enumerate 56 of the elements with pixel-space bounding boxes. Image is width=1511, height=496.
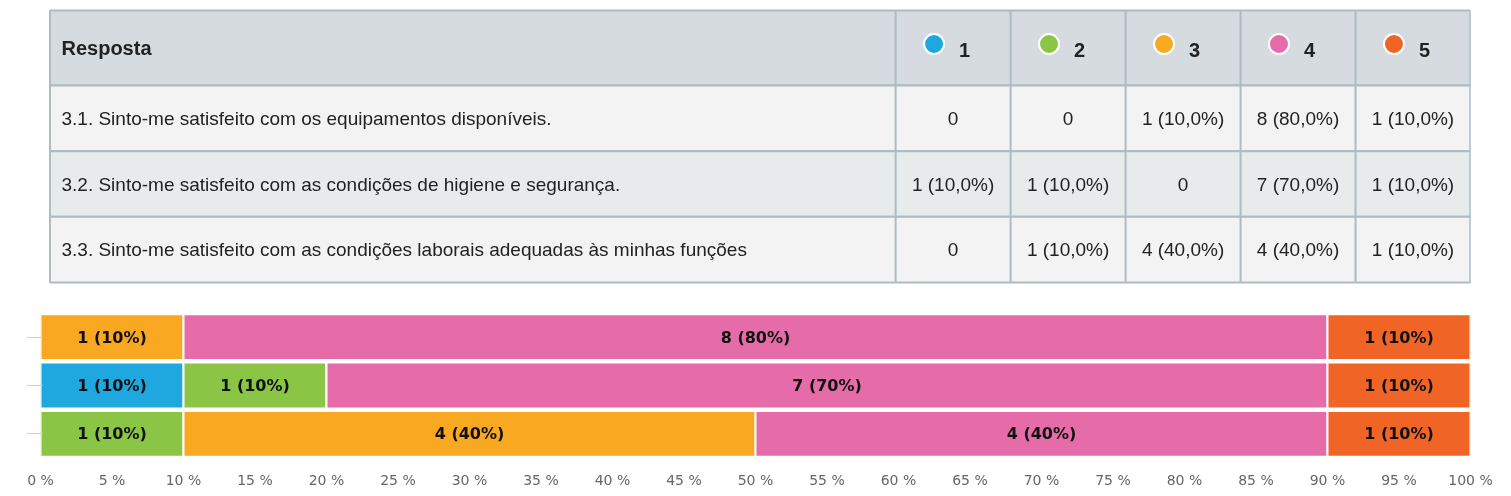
text: 7 (70,0%)	[1256, 173, 1340, 195]
data-label: 1 (10%)	[77, 424, 147, 444]
x-tick-label: 100 %	[1448, 471, 1493, 488]
legend-label: 2	[1073, 39, 1086, 61]
text: 1 (10,0%)	[1026, 173, 1110, 195]
x-tick-label: 80 %	[1166, 471, 1203, 488]
x-tick-label: 50 %	[737, 471, 774, 488]
text: 0	[947, 239, 959, 261]
legend-label: 3	[1188, 39, 1201, 61]
text: 0	[1177, 173, 1189, 195]
x-tick-label: 55 %	[809, 471, 845, 488]
legend-label: 4	[1303, 39, 1316, 61]
data-label: 1 (10%)	[1364, 424, 1434, 444]
data-label: 4 (40%)	[434, 424, 505, 444]
x-tick-label: 25 %	[380, 471, 416, 488]
text: 3.1. Sinto-me satisfeito com os equipamentos disponíveis.	[61, 107, 552, 129]
data-label: 1 (10%)	[77, 327, 147, 347]
data-label: 1 (10%)	[1364, 327, 1434, 347]
x-tick-label: 60 %	[880, 471, 917, 488]
data-label: 1 (10%)	[220, 376, 290, 395]
text: 4 (40,0%)	[1141, 239, 1225, 261]
text: 1 (10,0%)	[1026, 239, 1110, 261]
text: 1 (10,0%)	[1371, 173, 1455, 195]
legend-label: 1	[959, 39, 971, 61]
text: 1 (10,0%)	[1371, 107, 1455, 129]
x-tick-label: 90 %	[1309, 471, 1346, 488]
x-tick-label: 15 %	[237, 471, 273, 488]
text: 3.3. Sinto-me satisfeito com as condições laborais adequadas às minhas funções	[61, 239, 747, 261]
x-tick-label: 10 %	[165, 471, 202, 488]
x-tick-label: 70 %	[1023, 471, 1060, 488]
x-tick-label: 30 %	[451, 471, 488, 488]
data-label: 1 (10%)	[77, 376, 147, 395]
text: 8 (80,0%)	[1256, 107, 1340, 129]
x-tick-label: 65 %	[952, 471, 988, 488]
x-tick-label: 85 %	[1238, 471, 1274, 488]
text: 1 (10,0%)	[1141, 107, 1225, 129]
text: 4 (40,0%)	[1256, 239, 1340, 261]
legend-title: Resposta	[61, 37, 153, 59]
x-tick-label: 45 %	[666, 471, 702, 488]
x-tick-label: 5 %	[98, 471, 126, 488]
text: 0	[1062, 107, 1074, 129]
legend-label: 5	[1418, 39, 1431, 61]
data-label: 7 (70%)	[792, 376, 862, 395]
text: 1 (10,0%)	[911, 173, 995, 195]
text: 1 (10,0%)	[1371, 239, 1455, 261]
text: 0	[947, 107, 959, 129]
data-label: 1 (10%)	[1364, 376, 1434, 395]
x-tick-label: 95 %	[1381, 471, 1417, 488]
x-tick-label: 35 %	[523, 471, 559, 488]
x-tick-label: 75 %	[1095, 471, 1131, 488]
x-tick-label: 0 %	[27, 471, 54, 488]
data-label: 4 (40%)	[1006, 424, 1077, 444]
x-tick-label: 20 %	[308, 471, 345, 488]
text: 3.2. Sinto-me satisfeito com as condições de higiene e segurança.	[61, 173, 621, 195]
data-label: 8 (80%)	[720, 327, 791, 347]
x-tick-label: 40 %	[594, 471, 631, 488]
